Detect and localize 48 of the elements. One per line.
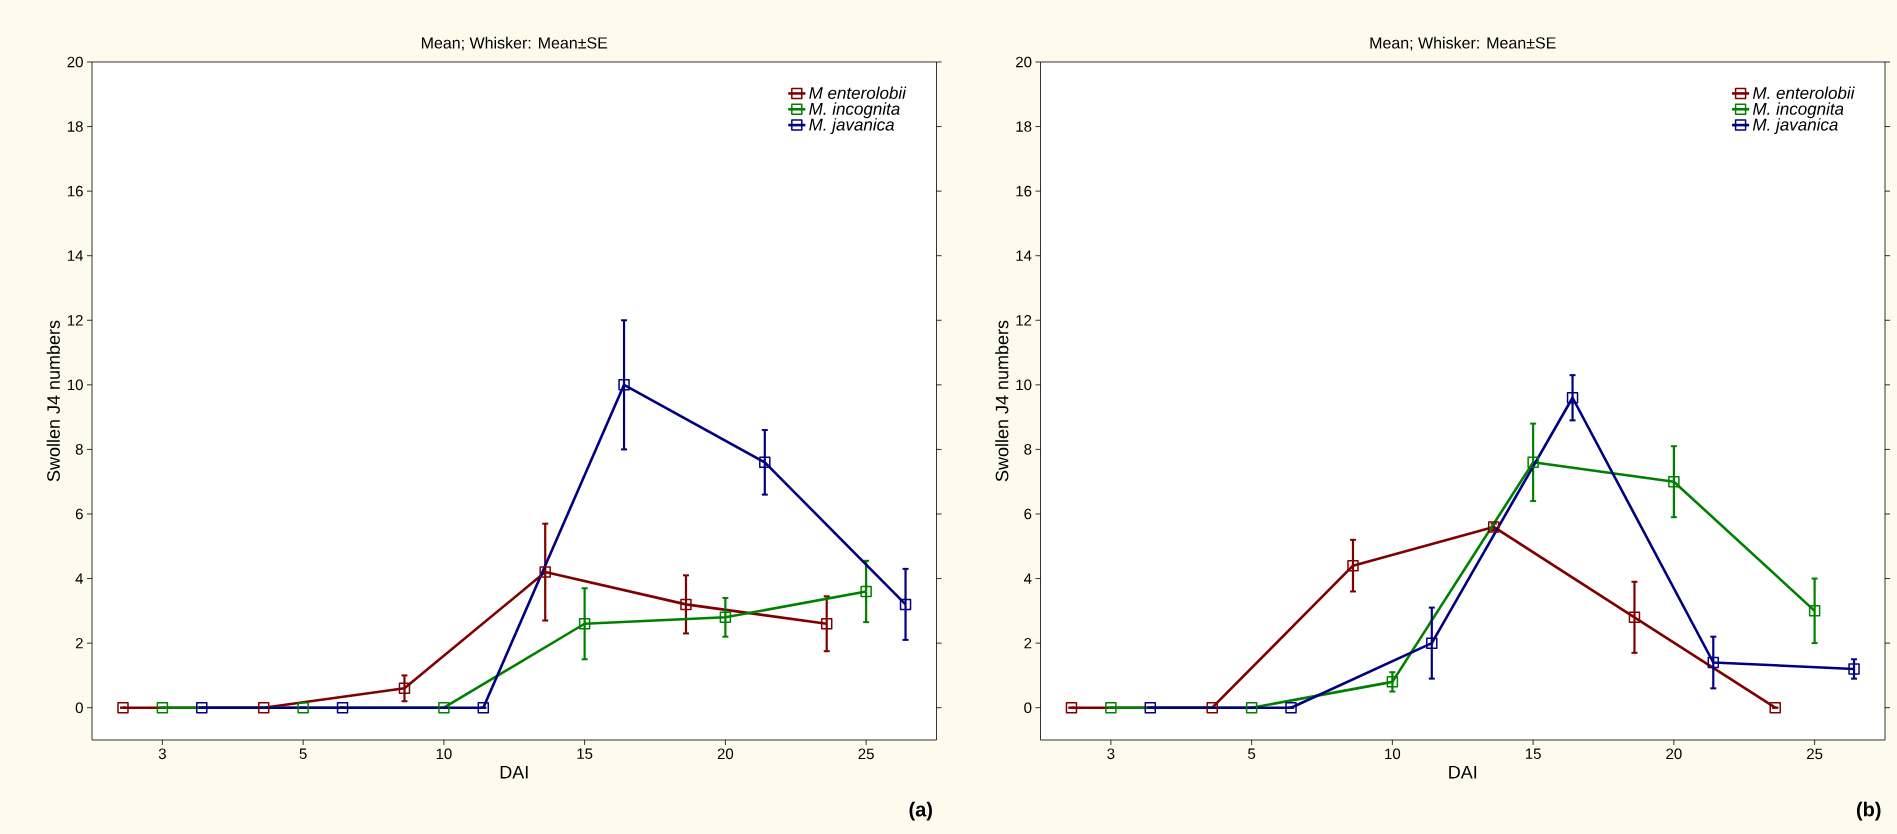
legend-label: M enterolobii <box>809 86 907 100</box>
x-tick-label: 20 <box>1666 748 1682 760</box>
x-tick-label: 25 <box>1807 748 1823 760</box>
y-tick-label: 18 <box>67 121 83 132</box>
y-tick-label: 20 <box>1016 56 1032 68</box>
y-tick-label: 4 <box>75 573 84 584</box>
legend-label: M. javanica <box>809 118 895 135</box>
y-tick-label: 6 <box>75 508 83 520</box>
y-tick-label: 12 <box>1016 315 1032 326</box>
y-tick-label: 16 <box>67 185 83 197</box>
y-axis-title: Swollen J4 numbers <box>46 320 60 482</box>
x-tick-label: 15 <box>1525 748 1541 759</box>
x-tick-label: 10 <box>1385 748 1401 760</box>
x-tick-label: 25 <box>858 748 874 760</box>
x-tick-label: 3 <box>158 748 166 760</box>
x-tick-label: 10 <box>436 748 452 760</box>
text: (a) <box>909 801 932 821</box>
chart-title: Mean; Whisker: Mean±SE <box>421 36 608 51</box>
legend-label: M. incognita <box>1752 102 1844 119</box>
y-tick-label: 2 <box>75 637 83 649</box>
y-tick-label: 20 <box>67 56 83 68</box>
y-tick-label: 10 <box>1016 379 1032 391</box>
x-tick-label: 5 <box>1248 748 1256 759</box>
y-tick-label: 2 <box>1024 637 1032 649</box>
y-tick-label: 10 <box>67 379 83 391</box>
x-tick-label: 5 <box>299 748 307 759</box>
x-axis-title: DAI <box>1449 766 1477 779</box>
legend-label: M. enterolobii <box>1752 86 1855 100</box>
x-axis-title: DAI <box>500 766 528 779</box>
y-tick-label: 14 <box>67 250 84 261</box>
y-tick-label: 16 <box>1016 185 1032 197</box>
x-tick-label: 20 <box>717 748 734 760</box>
y-tick-label: 4 <box>1023 573 1032 584</box>
y-tick-label: 6 <box>1024 508 1032 520</box>
y-tick-label: 0 <box>75 702 83 713</box>
y-tick-label: 12 <box>67 315 83 326</box>
x-tick-label: 15 <box>577 748 593 759</box>
y-tick-label: 0 <box>1024 702 1032 713</box>
y-tick-label: 14 <box>1016 250 1032 261</box>
x-tick-label: 3 <box>1107 748 1115 760</box>
y-tick-label: 8 <box>1024 444 1032 455</box>
legend-label: M. javanica <box>1752 118 1838 135</box>
chart-title: Mean; Whisker: Mean±SE <box>1370 36 1556 51</box>
text: (b) <box>1856 801 1881 821</box>
legend-label: M. incognita <box>809 102 900 119</box>
y-axis-title: Swollen J4 numbers <box>995 320 1009 482</box>
y-tick-label: 8 <box>75 444 83 455</box>
y-tick-label: 18 <box>1016 121 1032 132</box>
